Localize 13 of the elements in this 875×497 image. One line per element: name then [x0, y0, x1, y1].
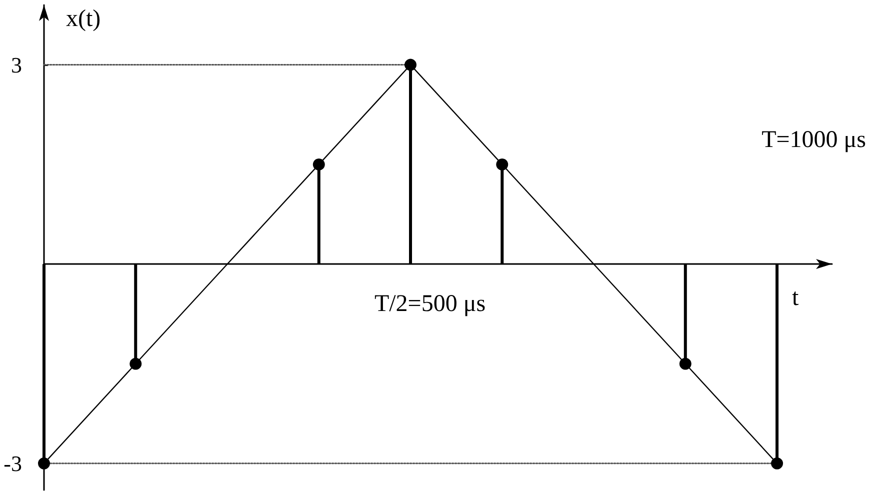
point [38, 457, 50, 470]
point [679, 358, 692, 370]
y-tick-label: -3 [4, 450, 22, 476]
point [130, 358, 142, 370]
y-axis-title: x(t) [66, 6, 101, 32]
annotation: T=1000 μs [762, 127, 866, 153]
point [404, 58, 417, 71]
point [312, 158, 325, 170]
annotation: T/2=500 μs [374, 291, 486, 318]
x-axis-title: t [792, 285, 799, 312]
point [496, 158, 508, 170]
point [771, 457, 784, 470]
y-tick-label: 3 [11, 52, 22, 78]
